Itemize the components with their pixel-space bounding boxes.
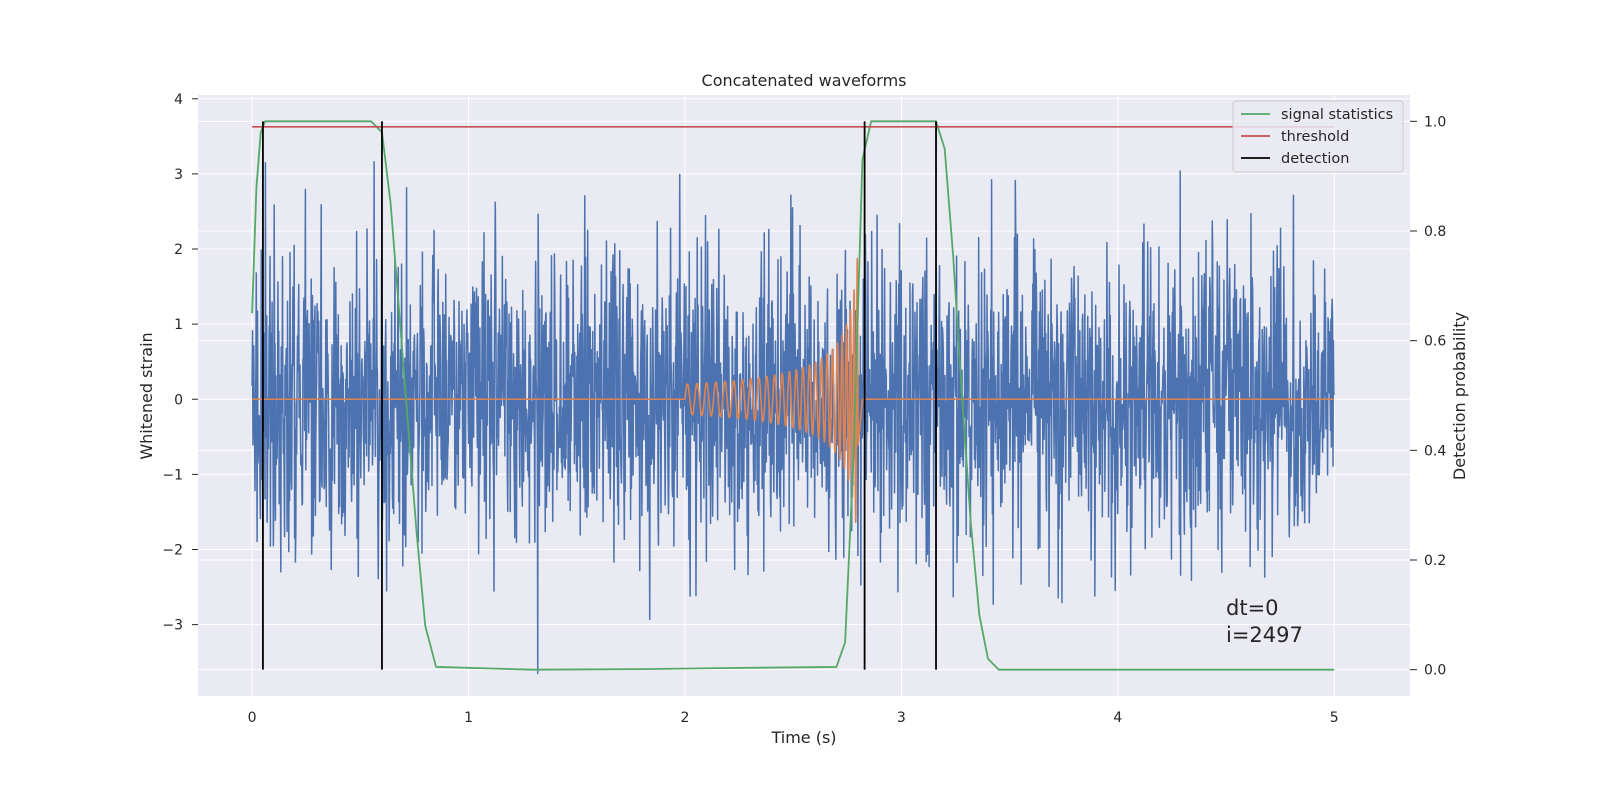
y-axis-title: Whitened strain: [137, 332, 156, 459]
legend-box: [1232, 100, 1404, 173]
x-tick-label: 3: [897, 710, 906, 726]
annotation-dt: dt=0: [1226, 596, 1279, 620]
statistics-series: [251, 120, 1335, 671]
y2-tick-label: 0.4: [1424, 443, 1446, 459]
x-tick-label: 2: [681, 710, 690, 726]
x-axis-ticks: 0 1 2 3 4 5: [248, 710, 1339, 726]
y2-axis-title: Detection probability: [1450, 312, 1469, 480]
y-tick-label: −3: [162, 618, 183, 634]
x-axis-title: Time (s): [770, 728, 836, 747]
y-tick-label: 3: [174, 167, 183, 183]
injection-line: [252, 257, 1335, 524]
statistics-line: [251, 120, 1335, 671]
x-tick-label: 5: [1330, 710, 1339, 726]
detection-series: [262, 121, 937, 670]
legend: signal statistics threshold detection: [1232, 100, 1404, 173]
legend-threshold-label: threshold: [1281, 129, 1349, 145]
injection-series: [252, 257, 1335, 524]
strain-line: [251, 161, 1335, 675]
y2-axis-ticks: 0.0 0.2 0.4 0.6 0.8 1.0: [1410, 114, 1446, 679]
y2-tick-label: 0.8: [1424, 224, 1446, 240]
x-tick-label: 1: [464, 710, 473, 726]
chart-title: Concatenated waveforms: [702, 71, 907, 90]
y2-tick-label: 0.6: [1424, 334, 1446, 350]
x-tick-label: 0: [248, 710, 257, 726]
y2-tick-label: 1.0: [1424, 114, 1446, 130]
y-tick-label: 1: [174, 317, 183, 333]
y-tick-label: 2: [174, 242, 183, 258]
legend-detection-label: detection: [1281, 151, 1349, 167]
y-tick-label: −2: [162, 543, 183, 559]
y-tick-label: 4: [174, 92, 183, 108]
y-axis-ticks: −3 −2 −1 0 1 2 3 4: [162, 92, 198, 634]
y-tick-label: 0: [174, 392, 183, 408]
y2-tick-label: 0.2: [1424, 553, 1446, 569]
annotation-index: i=2497: [1226, 623, 1303, 647]
y2-tick-label: 0.0: [1424, 663, 1446, 679]
x-tick-label: 4: [1113, 710, 1122, 726]
strain-series: [251, 161, 1335, 675]
y-tick-label: −1: [162, 467, 183, 483]
legend-statistics-label: signal statistics: [1281, 107, 1393, 123]
